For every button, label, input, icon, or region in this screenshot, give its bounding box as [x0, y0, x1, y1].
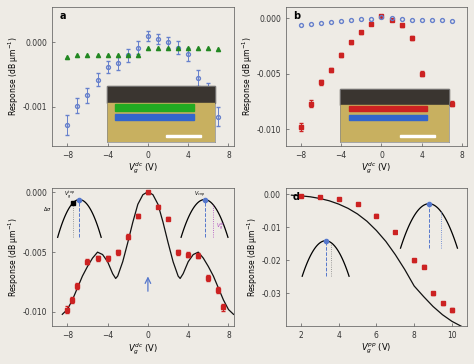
- Text: b: b: [293, 11, 300, 21]
- Y-axis label: Response (dB μm$^{-1}$): Response (dB μm$^{-1}$): [240, 36, 255, 116]
- X-axis label: $V_g^{dc}$ (V): $V_g^{dc}$ (V): [128, 161, 158, 177]
- Y-axis label: Response (dB μm$^{-1}$): Response (dB μm$^{-1}$): [7, 217, 21, 297]
- Text: a: a: [59, 11, 66, 21]
- Y-axis label: Response (dB μm$^{-1}$): Response (dB μm$^{-1}$): [246, 217, 260, 297]
- Text: c: c: [59, 192, 65, 202]
- X-axis label: $V_g^{pp}$ (V): $V_g^{pp}$ (V): [361, 341, 392, 356]
- Y-axis label: Response (dB μm$^{-1}$): Response (dB μm$^{-1}$): [7, 36, 21, 116]
- X-axis label: $V_g^{dc}$ (V): $V_g^{dc}$ (V): [362, 161, 392, 177]
- X-axis label: $V_g^{dc}$ (V): $V_g^{dc}$ (V): [128, 341, 158, 357]
- Text: d: d: [293, 192, 300, 202]
